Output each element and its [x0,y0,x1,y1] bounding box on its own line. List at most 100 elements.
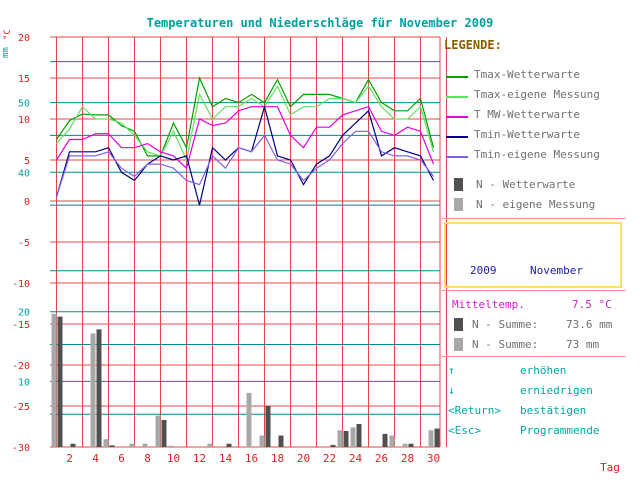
mean-temp-label: Mitteltemp. [452,298,525,311]
legend-swatch [446,136,468,138]
y-unit-precip: mm [1,47,11,58]
x-tick-label: 12 [193,452,206,465]
precip-bar [330,444,336,447]
x-tick-label: 16 [245,452,258,465]
precip-bar [155,415,161,447]
precip-bar [109,445,115,447]
sum1-swatch [454,318,463,331]
precip-bar [96,329,102,447]
precip-bar [408,443,414,447]
key-return-action: bestätigen [520,404,587,417]
precip-tick-label: 40 [18,168,30,179]
legend-swatch [446,76,468,78]
y-unit-temp: °C [3,29,13,40]
precip-bar [70,443,76,447]
temp-tick-label: -25 [12,402,30,413]
precip-tick-label: 10 [18,377,30,388]
legend-item-n-ww: N - Wetterwarte [446,178,626,194]
legend-label: Tmax-eigene Messung [474,88,600,101]
x-tick-label: 6 [118,452,125,465]
x-tick-label: 22 [323,452,336,465]
sum1-value: 73.6 mm [566,318,613,331]
legend-item-tmax-ww: Tmax-Wetterwarte [446,68,626,84]
precip-bar [207,443,213,447]
x-tick-label: 18 [271,452,284,465]
precip-bar [168,445,174,447]
temp-line-series [55,130,434,198]
temp-line-series [56,84,435,162]
legend-label: T MW-Wetterwarte [474,108,580,121]
temp-tick-label: -15 [12,320,30,331]
temp-tick-label: 10 [18,115,30,126]
legend-swatch [446,96,468,98]
legend-bar-swatch [454,178,463,191]
legend-item-tmin-ww: Tmin-Wetterwarte [446,128,626,144]
legend-item-tmin-own: Tmin-eigene Messung [446,148,626,164]
precip-bar [434,428,440,447]
key-esc: <Esc> [448,424,482,437]
temp-tick-label: 15 [18,74,30,85]
key-up-action: erhöhen [520,364,567,377]
x-tick-label: 30 [427,452,440,465]
precip-bar [356,424,362,447]
precip-bar [343,431,349,447]
temperature-lines [55,76,435,206]
sum2-label: N - Summe: [472,338,539,351]
x-tick-label: 20 [297,452,310,465]
temp-tick-label: 0 [24,197,30,208]
divider [442,290,626,291]
precip-bar [129,443,135,447]
key-esc-action: Programmende [520,424,600,437]
legend-label: Tmin-Wetterwarte [474,128,580,141]
legend-label: N - eigene Messung [476,198,596,211]
precip-bar [337,430,343,447]
legend-label: Tmax-Wetterwarte [474,68,580,81]
precip-bar [259,435,265,447]
sum1-label: N - Summe: [472,318,539,331]
precip-bar [142,443,148,447]
sum2-value: 73 mm [566,338,600,351]
chart-title: Temperaturen und Niederschläge für Novem… [147,16,494,30]
temp-tick-label: 20 [18,33,30,44]
precip-bar [246,392,252,447]
legend-swatch [446,156,468,158]
precip-bar [51,313,57,447]
legend-item-tmw-ww: T MW-Wetterwarte [446,108,626,124]
x-tick-label: 8 [144,452,151,465]
legend-label: Tmin-eigene Messung [474,148,600,161]
precip-bar [278,435,284,447]
precip-bar [402,443,408,447]
mean-temp-value: 7.5 °C [572,298,612,311]
x-tick-label: 4 [92,452,99,465]
key-down: ↓ [448,384,455,397]
x-tick-label: 26 [375,452,388,465]
precip-bar [90,333,96,447]
temp-tick-label: -5 [18,238,30,249]
precip-bar [382,433,388,447]
legend-label: N - Wetterwarte [476,178,576,191]
temp-tick-label: -20 [12,361,30,372]
legend-bar-swatch [454,198,463,211]
x-tick-label: 10 [167,452,180,465]
x-tick-label: 24 [349,452,363,465]
temp-line-series [55,105,435,170]
temp-line-series [56,76,435,157]
period-box: 2009 November [444,222,622,288]
precip-tick-label: 50 [18,99,30,110]
x-tick-label: 28 [401,452,414,465]
temp-tick-label: -10 [12,279,30,290]
precip-bar [350,427,356,447]
period-month: November [530,264,583,277]
temp-tick-label: 5 [24,156,30,167]
legend-swatch [446,116,468,118]
precip-bar [161,419,167,447]
precip-bar [103,439,109,447]
divider [442,356,626,357]
precip-bar [226,443,232,447]
x-tick-label: 14 [219,452,233,465]
key-return: <Return> [448,404,501,417]
precipitation-bars [51,313,440,447]
legend-item-tmax-own: Tmax-eigene Messung [446,88,626,104]
